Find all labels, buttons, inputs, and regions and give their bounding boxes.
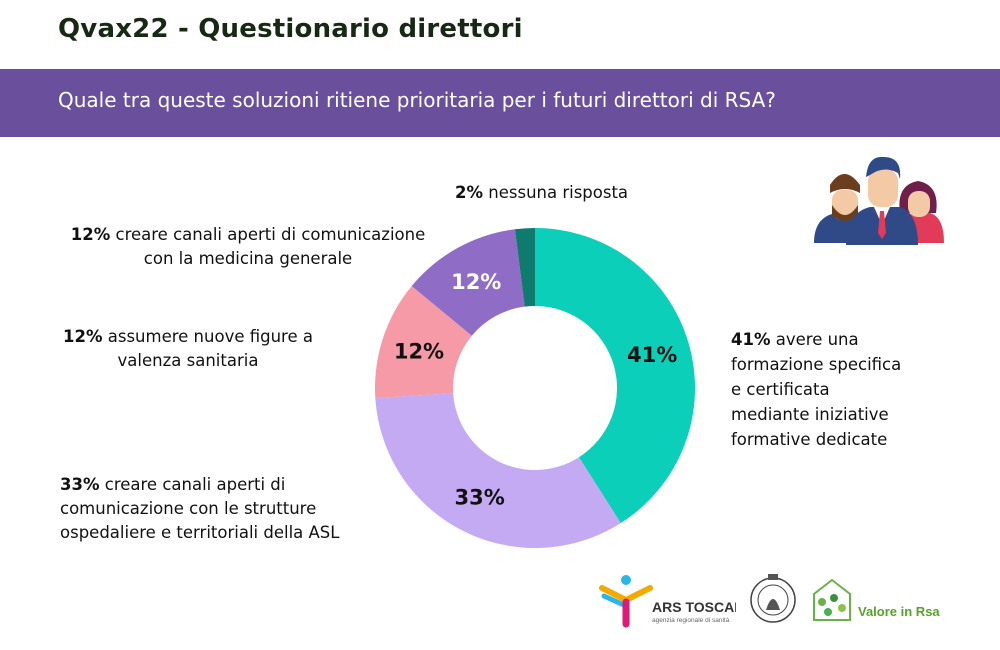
- donut-slice-1: [375, 393, 621, 548]
- slice-value-label-3: 12%: [451, 270, 501, 294]
- donut-slice-0: [535, 228, 695, 524]
- people-group-icon: [814, 156, 944, 245]
- label-formazione: 41% avere una formazione specifica e cer…: [731, 330, 902, 449]
- page-title: Qvax22 - Questionario direttori: [58, 14, 523, 44]
- valore-logo-text: Valore in Rsa: [858, 604, 940, 619]
- question-banner: [0, 69, 1000, 137]
- label-medicina-generale: 12% creare canali aperti di comunicazion…: [70, 225, 426, 268]
- university-seal-icon: [750, 574, 796, 623]
- donut-slice-3: [411, 229, 525, 336]
- slice-value-label-1: 33%: [454, 486, 504, 510]
- ars-logo-text: ARS TOSCANA: [652, 599, 736, 615]
- label-strutture-asl: 33% creare canali aperti di comunicazion…: [60, 475, 340, 542]
- ars-toscana-logo: ARS TOSCANA agenzia regionale di sanità: [599, 575, 736, 628]
- slice-value-label-0: 41%: [627, 343, 677, 367]
- question-text: Quale tra queste soluzioni ritiene prior…: [58, 88, 776, 112]
- valore-in-rsa-logo: Valore in Rsa: [813, 578, 940, 621]
- donut-slice-4: [514, 228, 535, 307]
- label-nessuna-risposta: 2% nessuna risposta: [455, 183, 629, 202]
- label-figure-sanitarie: 12% assumere nuove figure a valenza sani…: [63, 327, 313, 370]
- slice-value-label-2: 12%: [394, 339, 444, 363]
- donut-slice-2: [375, 286, 472, 399]
- ars-logo-subtext: agenzia regionale di sanità: [652, 617, 730, 624]
